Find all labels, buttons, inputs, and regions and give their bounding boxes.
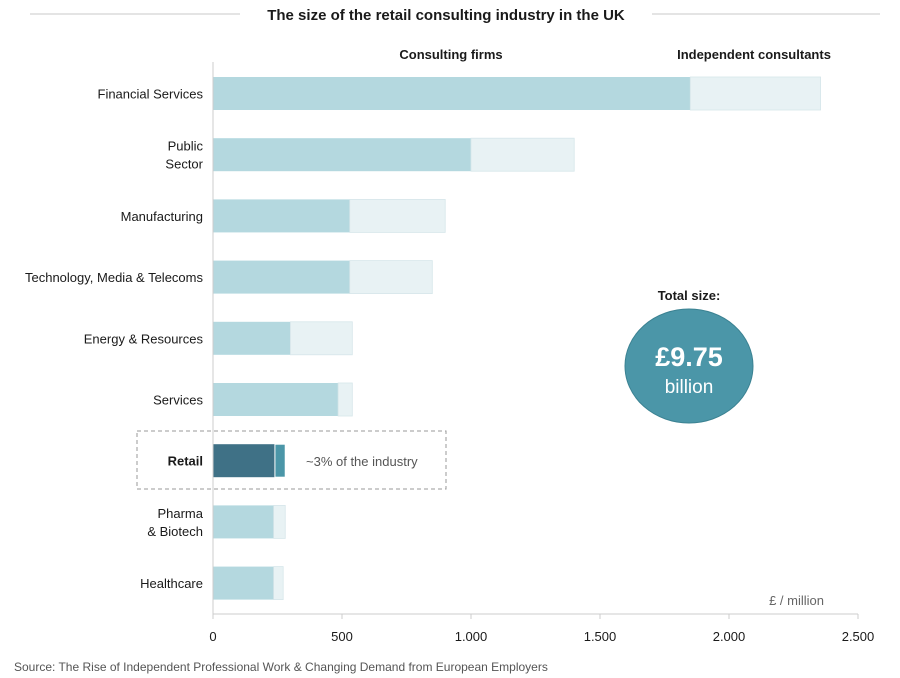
bar-independent-public-sector (470, 137, 575, 172)
bar-consulting-public-sector (213, 138, 471, 172)
bar-consulting-services (213, 383, 339, 416)
total-size-label: Total size: (658, 288, 721, 303)
category-label-technology-media-telecoms: Technology, Media & Telecoms (25, 270, 204, 285)
bar-independent-energy-resources (289, 321, 353, 356)
total-size-unit: billion (665, 377, 714, 398)
bar-consulting-retail (213, 444, 275, 478)
bar-independent-manufacturing (349, 198, 446, 233)
bars-group (213, 76, 821, 600)
category-label-retail: Retail (168, 454, 203, 469)
x-axis-ticks: 0 500 1.000 1.500 2.000 2.500 (209, 614, 874, 644)
bar-independent-services (337, 382, 353, 417)
bar-independent-financial-services (689, 76, 821, 111)
bar-independent-retail (274, 443, 286, 478)
category-label-pharma-biotech: Pharma & Biotech (147, 506, 203, 539)
bar-independent-technology-media-telecoms (349, 260, 433, 295)
chart-title: The size of the retail consulting indust… (267, 7, 625, 24)
x-tick-label: 500 (331, 629, 353, 644)
total-size-value: £9.75 (655, 342, 723, 372)
category-labels: Financial Services Public Sector Manufactur… (25, 87, 204, 592)
retail-annotation: ~3% of the industry (306, 454, 418, 469)
x-tick-label: 1.000 (455, 629, 488, 644)
retail-highlight-box (136, 430, 447, 490)
category-label-services: Services (153, 393, 203, 408)
bar-consulting-energy-resources (213, 321, 291, 355)
category-label-healthcare: Healthcare (140, 576, 203, 591)
x-tick-label: 2.000 (713, 629, 746, 644)
category-label-financial-services: Financial Services (98, 87, 204, 102)
x-tick-label: 1.500 (584, 629, 617, 644)
x-tick-label: 2.500 (842, 629, 875, 644)
legend-independent-consultants: Independent consultants (677, 47, 831, 62)
bar-consulting-manufacturing (213, 199, 350, 233)
bar-independent-healthcare (273, 566, 284, 600)
total-size-circle (624, 308, 754, 424)
bar-independent-pharma-biotech (273, 504, 286, 539)
category-label-energy-resources: Energy & Resources (84, 331, 204, 346)
unit-label: £ / million (769, 593, 824, 608)
legend-consulting-firms: Consulting firms (399, 47, 502, 62)
bar-consulting-technology-media-telecoms (213, 260, 350, 294)
category-label-manufacturing: Manufacturing (121, 209, 203, 224)
x-tick-label: 0 (209, 629, 216, 644)
source-note: Source: The Rise of Independent Professi… (14, 660, 548, 674)
category-label-public-sector: Public Sector (165, 139, 203, 172)
bar-consulting-financial-services (213, 77, 691, 110)
bar-consulting-pharma-biotech (213, 505, 274, 539)
bar-consulting-healthcare (213, 566, 274, 600)
